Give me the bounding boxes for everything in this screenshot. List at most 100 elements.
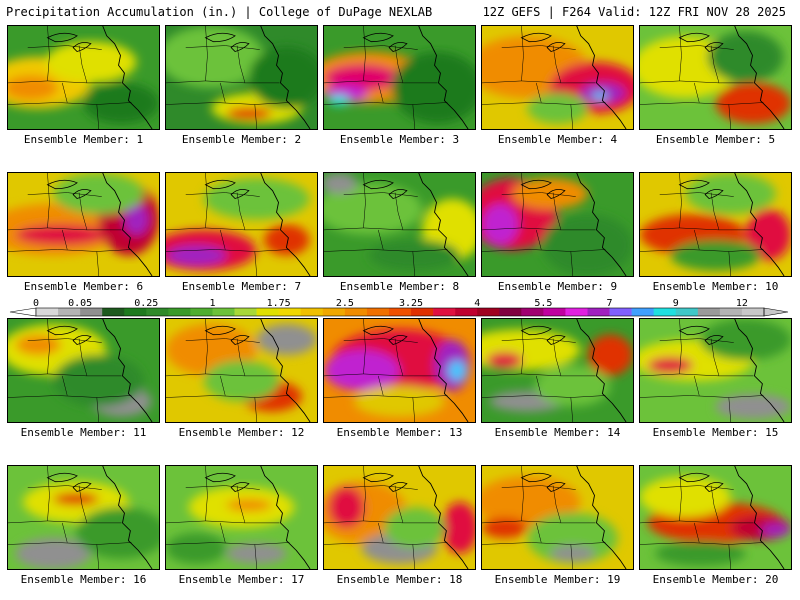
- legend-bar: 0 0.05 0.25 1 1.75 2.5 3.25 4 5.5 7 9 12: [9, 298, 789, 317]
- coastline: [102, 466, 153, 569]
- state-border: [166, 227, 280, 231]
- state-border: [8, 227, 122, 231]
- ensemble-member-map: [165, 25, 318, 130]
- ensemble-member-label: Ensemble Member: 16: [20, 573, 147, 586]
- state-border: [570, 397, 574, 422]
- state-border: [640, 373, 754, 377]
- coastline: [418, 319, 469, 422]
- legend-swatch: [543, 308, 566, 316]
- precip-blob: [53, 492, 99, 506]
- state-border: [482, 80, 596, 84]
- coastline: [260, 319, 311, 422]
- precip-blob: [8, 75, 58, 101]
- state-border: [640, 249, 764, 252]
- precip-blob: [592, 91, 608, 101]
- ensemble-member-label: Ensemble Member: 10: [652, 280, 779, 293]
- coastline: [576, 173, 627, 276]
- state-border: [236, 192, 246, 230]
- precip-map: [640, 173, 791, 276]
- state-border: [378, 229, 384, 250]
- state-border: [8, 542, 132, 545]
- ensemble-member-label: Ensemble Member: 7: [181, 280, 302, 293]
- precip-blob: [324, 349, 400, 392]
- state-border: [501, 45, 576, 50]
- state-border: [640, 227, 754, 231]
- state-border: [166, 395, 290, 398]
- ensemble-member-map: [481, 465, 634, 570]
- precip-blob: [15, 224, 107, 246]
- state-border: [394, 485, 404, 523]
- coastline: [260, 173, 311, 276]
- legend-swatch: [587, 308, 610, 316]
- legend-swatch: [58, 308, 81, 316]
- ensemble-member-map: [323, 465, 476, 570]
- ensemble-member-map: [7, 318, 160, 423]
- precip-blob: [482, 203, 519, 246]
- precip-map: [8, 173, 159, 276]
- state-border: [659, 338, 734, 343]
- coastline: [102, 26, 153, 129]
- ensemble-member-map: [323, 318, 476, 423]
- state-border: [694, 229, 700, 250]
- precip-blob: [324, 183, 423, 235]
- legend-swatch: [322, 308, 346, 316]
- state-border: [659, 192, 734, 197]
- state-border: [728, 251, 732, 276]
- state-border: [27, 192, 102, 197]
- state-border: [640, 80, 754, 84]
- precip-blob: [324, 173, 358, 194]
- state-border: [343, 45, 418, 50]
- precip-blob: [53, 355, 144, 407]
- legend-tick-label: 0: [33, 298, 39, 309]
- state-border: [185, 192, 260, 197]
- state-border: [324, 373, 438, 377]
- precip-blob: [745, 209, 791, 261]
- precip-map: [482, 173, 633, 276]
- coastline: [418, 466, 469, 569]
- state-border: [62, 82, 68, 103]
- precip-blob: [587, 334, 633, 376]
- state-border: [694, 375, 700, 396]
- state-border: [343, 338, 418, 343]
- precip-blob: [482, 517, 528, 539]
- state-border: [728, 104, 732, 129]
- ensemble-member-map: [165, 318, 318, 423]
- coastline: [576, 26, 627, 129]
- precip-map: [166, 26, 317, 129]
- state-border: [62, 229, 68, 250]
- coastline: [260, 26, 311, 129]
- state-border: [363, 466, 366, 521]
- state-border: [47, 319, 50, 374]
- state-border: [220, 522, 226, 543]
- ensemble-member-label: Ensemble Member: 6: [23, 280, 144, 293]
- state-border: [394, 338, 404, 376]
- state-border: [166, 373, 280, 377]
- state-border: [220, 82, 226, 103]
- legend-swatch: [631, 308, 654, 316]
- state-border: [378, 522, 384, 543]
- precip-blob: [534, 365, 611, 407]
- state-border: [640, 520, 754, 524]
- precip-blob: [226, 107, 272, 120]
- state-border: [710, 485, 720, 523]
- legend-frame: [35, 307, 765, 317]
- state-border: [521, 26, 524, 81]
- legend-swatch: [278, 308, 302, 316]
- state-border: [27, 485, 102, 490]
- legend-swatch: [609, 308, 632, 316]
- ensemble-member-label: Ensemble Member: 14: [494, 426, 621, 439]
- state-border: [47, 26, 50, 81]
- state-border: [679, 26, 682, 81]
- legend-swatch: [256, 308, 279, 316]
- ensemble-member-label: Ensemble Member: 15: [652, 426, 779, 439]
- state-border: [640, 395, 764, 398]
- state-border: [552, 338, 562, 376]
- legend-swatch: [477, 308, 500, 316]
- state-border: [254, 251, 258, 276]
- state-border: [8, 80, 122, 84]
- precip-map: [482, 466, 633, 569]
- precip-blob: [45, 41, 137, 83]
- state-border: [363, 173, 366, 228]
- state-border: [412, 544, 416, 569]
- state-border: [482, 395, 606, 398]
